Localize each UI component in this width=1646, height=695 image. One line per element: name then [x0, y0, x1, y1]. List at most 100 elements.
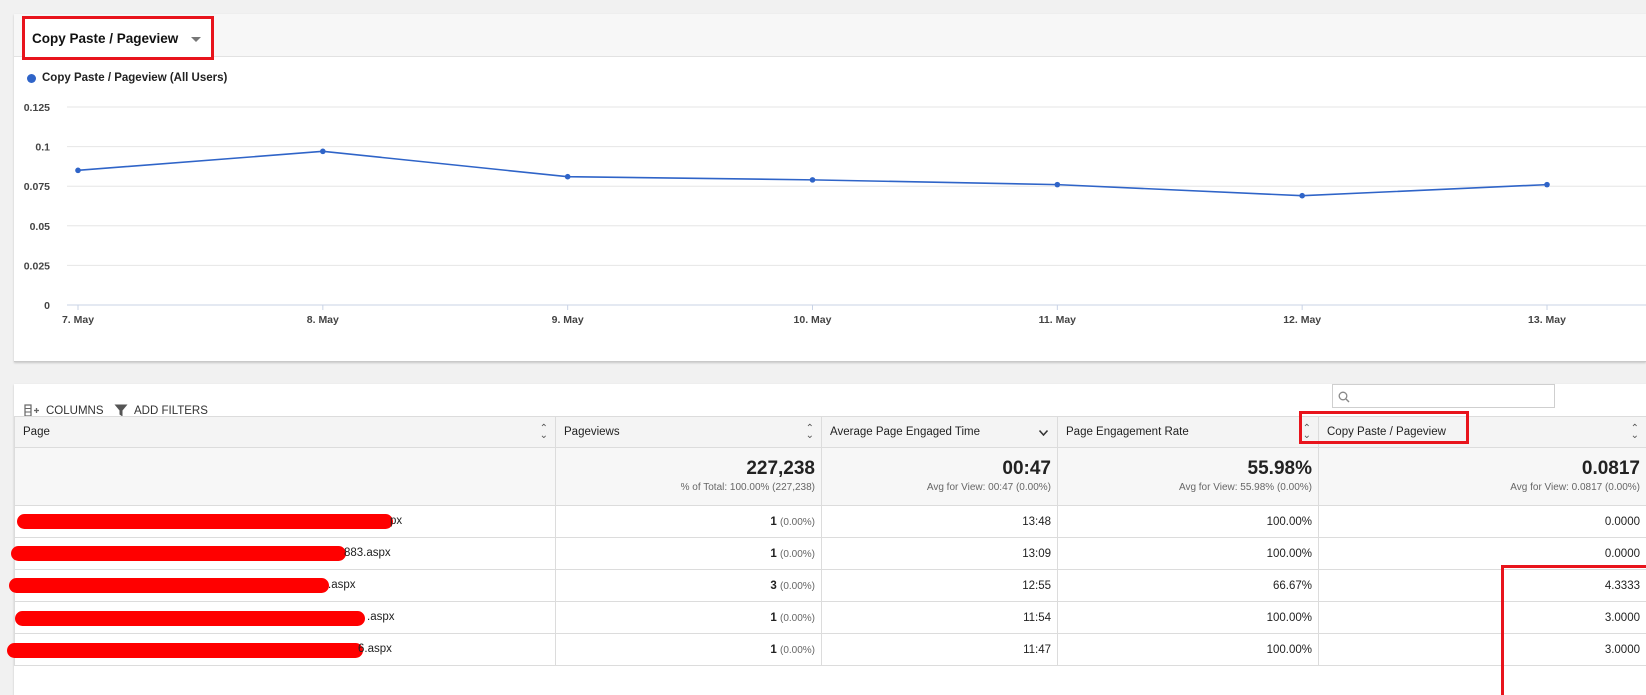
page-link[interactable]: .aspx — [328, 579, 356, 591]
pageviews-value: 1 — [770, 515, 777, 528]
totals-avg-time: 00:47 Avg for View: 00:47 (0.00%) — [821, 447, 1058, 506]
table-card: COLUMNS ADD FILTERS Page ⌃ ⌄ Pageviews ⌃ ⌄ A… — [7, 384, 1646, 695]
redaction-mark — [11, 546, 346, 561]
y-tick-label: 0.025 — [24, 260, 50, 272]
x-tick-label: 9. May — [552, 314, 584, 326]
page-link[interactable]: 883.aspx — [344, 547, 391, 559]
sort-desc-icon — [1038, 427, 1049, 439]
total-subtext: Avg for View: 55.98% (0.00%) — [1178, 482, 1312, 493]
engagement-cell: 100.00% — [1057, 601, 1319, 634]
pageviews-pct: (0.00%) — [779, 548, 815, 560]
metric-selector-dropdown[interactable]: Copy Paste / Pageview — [22, 16, 214, 60]
data-point — [1054, 181, 1061, 188]
pageviews-pct: (0.00%) — [779, 580, 815, 592]
table-row[interactable]: 883.aspx 1 (0.00%) 13:09 100.00% 0.0000 — [11, 537, 1646, 570]
column-header-engagement-rate[interactable]: Page Engagement Rate ⌃ ⌄ — [1057, 416, 1319, 448]
search-input[interactable] — [1355, 387, 1551, 405]
sort-icon: ⌃ ⌄ — [1302, 423, 1311, 441]
engagement-cell: 66.67% — [1057, 569, 1319, 602]
pageviews-cell: 1 (0.00%) — [555, 505, 822, 538]
column-header-pageviews[interactable]: Pageviews ⌃ ⌄ — [555, 416, 822, 448]
y-tick-label: 0.125 — [24, 102, 50, 114]
pageviews-cell: 1 (0.00%) — [555, 633, 822, 666]
x-tick-label: 7. May — [62, 314, 94, 326]
chart-legend[interactable]: Copy Paste / Pageview (All Users) — [27, 72, 227, 84]
pageviews-cell: 1 (0.00%) — [555, 601, 822, 634]
y-tick-label: 0.075 — [24, 181, 50, 193]
data-point — [809, 177, 816, 183]
chart-card: Copy Paste / Pageview Copy Paste / Pagev… — [14, 14, 1646, 362]
search-box — [1332, 384, 1555, 408]
page-cell[interactable]: px — [14, 505, 556, 538]
page-cell[interactable]: 883.aspx — [11, 537, 556, 570]
x-tick-label: 8. May — [307, 314, 339, 326]
add-filters-button[interactable]: ADD FILTERS — [114, 404, 208, 417]
columns-label: COLUMNS — [46, 404, 104, 417]
pageviews-value: 3 — [770, 579, 777, 592]
table-row[interactable]: .aspx 1 (0.00%) 11:54 100.00% 3.0000 — [14, 601, 1646, 634]
totals-pageviews: 227,238 % of Total: 100.00% (227,238) — [555, 447, 822, 506]
x-tick-label: 13. May — [1528, 314, 1566, 326]
page-link[interactable]: 6.aspx — [358, 643, 392, 655]
metric-selector-label: Copy Paste / Pageview — [32, 31, 179, 46]
table-toolbar: COLUMNS ADD FILTERS — [14, 384, 1646, 436]
copy-paste-cell: 0.0000 — [1318, 537, 1646, 570]
page-cell[interactable]: .aspx — [14, 601, 556, 634]
data-point — [320, 148, 326, 155]
redaction-mark — [7, 643, 363, 658]
table-row[interactable]: .aspx 3 (0.00%) 12:55 66.67% 4.3333 — [9, 569, 1646, 602]
columns-icon — [24, 404, 40, 417]
x-tick-label: 12. May — [1283, 314, 1321, 326]
total-subtext: Avg for View: 00:47 (0.00%) — [926, 482, 1051, 493]
y-tick-label: 0 — [44, 300, 50, 312]
y-tick-label: 0.1 — [35, 142, 50, 154]
filter-icon — [114, 404, 128, 417]
total-value: 0.0817 — [1581, 458, 1640, 479]
line-chart: 0 0.025 0.05 0.075 0.1 0.125 7. May 8. May 9. Ma… — [24, 102, 1646, 326]
column-header-copy-paste[interactable]: Copy Paste / Pageview ⌃ ⌄ — [1318, 416, 1646, 448]
page-link[interactable]: .aspx — [367, 611, 395, 623]
data-point — [564, 173, 571, 180]
pageviews-cell: 1 (0.00%) — [555, 537, 822, 570]
totals-page-cell — [14, 447, 556, 506]
page-cell[interactable]: 6.aspx — [7, 633, 556, 666]
data-point — [75, 167, 81, 174]
totals-row: 227,238 % of Total: 100.00% (227,238) 00:… — [14, 447, 1646, 506]
column-header-page[interactable]: Page ⌃ ⌄ — [14, 416, 556, 448]
total-subtext: Avg for View: 0.0817 (0.00%) — [1510, 482, 1640, 493]
copy-paste-cell: 0.0000 — [1318, 505, 1646, 538]
total-subtext: % of Total: 100.00% (227,238) — [680, 482, 815, 493]
x-tick-label: 11. May — [1039, 314, 1077, 326]
avg-time-cell: 11:47 — [821, 633, 1058, 666]
avg-time-cell: 13:09 — [821, 537, 1058, 570]
column-header-label: Copy Paste / Pageview — [1327, 426, 1446, 438]
page-link[interactable]: px — [390, 515, 403, 527]
metric-bar — [14, 14, 1646, 57]
redaction-mark — [17, 514, 393, 529]
legend-label: Copy Paste / Pageview (All Users) — [42, 72, 228, 84]
redaction-mark — [15, 611, 365, 626]
engagement-cell: 100.00% — [1057, 505, 1319, 538]
data-point — [1299, 192, 1305, 199]
column-header-label: Page — [23, 426, 50, 438]
total-value: 00:47 — [1002, 458, 1051, 479]
pageviews-pct: (0.00%) — [779, 644, 815, 656]
engagement-cell: 100.00% — [1057, 537, 1319, 570]
copy-paste-cell: 3.0000 — [1318, 601, 1646, 634]
redaction-mark — [9, 578, 329, 593]
data-table: Page ⌃ ⌄ Pageviews ⌃ ⌄ Average Page Engaged … — [7, 416, 1646, 666]
column-header-avg-engaged-time[interactable]: Average Page Engaged Time — [821, 416, 1058, 448]
x-tick-label: 10. May — [794, 314, 832, 326]
table-row[interactable]: px 1 (0.00%) 13:48 100.00% 0.0000 — [14, 505, 1646, 538]
page-cell[interactable]: .aspx — [9, 569, 556, 602]
columns-button[interactable]: COLUMNS — [24, 404, 104, 417]
table-row[interactable]: 6.aspx 1 (0.00%) 11:47 100.00% 3.0000 — [7, 633, 1646, 666]
totals-copy-paste: 0.0817 Avg for View: 0.0817 (0.00%) — [1318, 447, 1646, 506]
sort-icon: ⌃ ⌄ — [1630, 423, 1639, 441]
legend-dot-icon — [27, 73, 36, 83]
column-header-label: Average Page Engaged Time — [830, 426, 981, 438]
column-header-label: Page Engagement Rate — [1066, 426, 1189, 438]
pageviews-cell: 3 (0.00%) — [555, 569, 822, 602]
pageviews-value: 1 — [770, 643, 777, 656]
chevron-down-icon — [191, 37, 201, 42]
